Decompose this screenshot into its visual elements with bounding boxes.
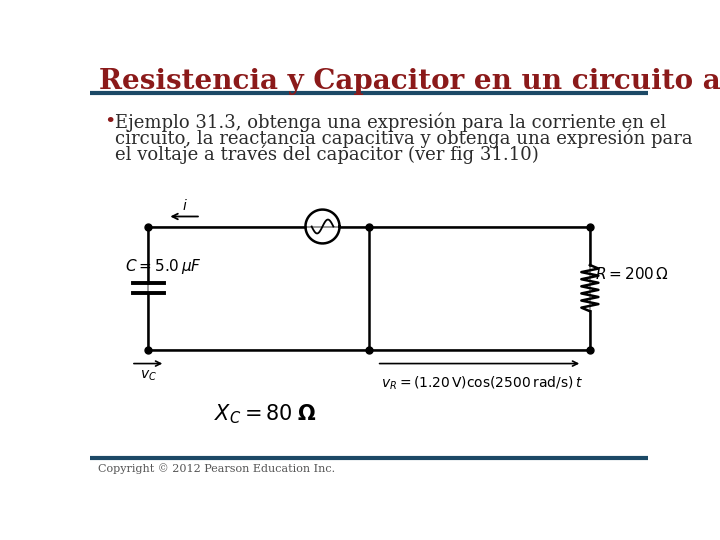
Text: $R = 200\,\Omega$: $R = 200\,\Omega$ — [595, 266, 669, 282]
Text: $v_R = (1.20\,\mathrm{V})\cos(2500\,\mathrm{rad/s})\,t$: $v_R = (1.20\,\mathrm{V})\cos(2500\,\mat… — [381, 374, 582, 392]
Text: Copyright © 2012 Pearson Education Inc.: Copyright © 2012 Pearson Education Inc. — [98, 464, 335, 475]
Text: Resistencia y Capacitor en un circuito ac: Resistencia y Capacitor en un circuito a… — [99, 68, 720, 95]
Text: $X_C = 80\;\mathbf{\Omega}$: $X_C = 80\;\mathbf{\Omega}$ — [214, 402, 317, 426]
Text: $C = 5.0\,\mu F$: $C = 5.0\,\mu F$ — [125, 257, 202, 276]
Text: circuito, la reactancia capacitiva y obtenga una expresión para: circuito, la reactancia capacitiva y obt… — [114, 129, 693, 148]
Text: •: • — [104, 112, 115, 131]
Text: $v_C$: $v_C$ — [140, 368, 157, 382]
Text: el voltaje a través del capacitor (ver fig 31.10): el voltaje a través del capacitor (ver f… — [114, 145, 539, 164]
Text: Ejemplo 31.3, obtenga una expresión para la corriente en el: Ejemplo 31.3, obtenga una expresión para… — [114, 112, 666, 132]
Text: $i$: $i$ — [181, 198, 187, 213]
